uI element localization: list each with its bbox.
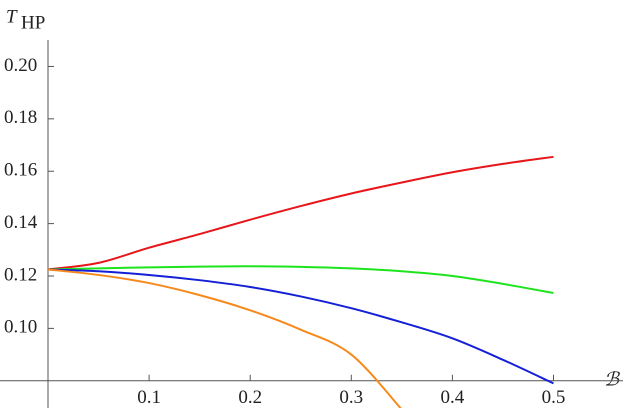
y-tick-label: 0.10 (4, 317, 37, 338)
series-line (47, 268, 554, 385)
x-axis-label: ℬ (604, 369, 621, 390)
x-tick-label: 0.4 (441, 387, 465, 408)
y-tick-label: 0.14 (4, 212, 38, 233)
plot-area (47, 155, 554, 408)
y-tick-label: 0.16 (4, 160, 37, 181)
y-axis-label: T (6, 6, 18, 27)
x-tick-label: 0.2 (238, 387, 262, 408)
x-tick-label: 0.3 (339, 387, 363, 408)
y-tick-label: 0.18 (4, 107, 37, 128)
x-tick-label: 0.5 (542, 387, 566, 408)
series-line (47, 155, 554, 271)
y-tick-label: 0.20 (4, 55, 37, 76)
series-line (47, 268, 402, 408)
x-tick-label: 0.1 (137, 387, 161, 408)
y-axis-label-subscript: HP (21, 12, 45, 33)
y-tick-label: 0.12 (4, 264, 37, 285)
series-line (47, 265, 554, 295)
